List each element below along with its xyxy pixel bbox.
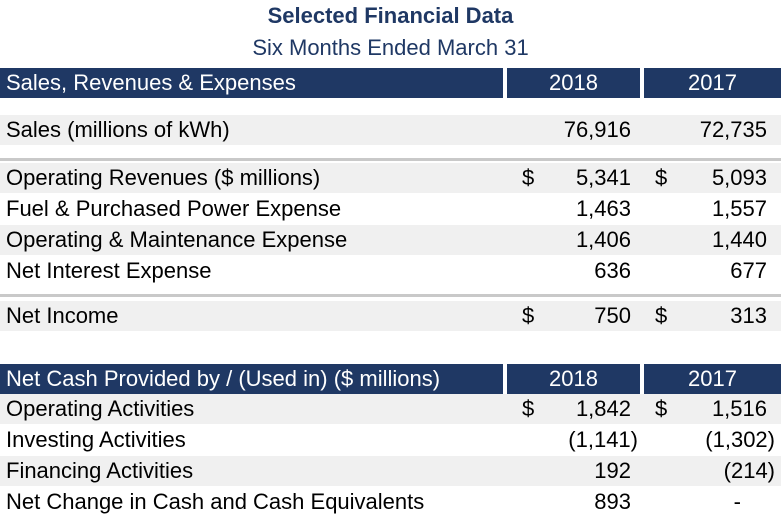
value-2018: 1,406 [575,227,631,252]
value-2017: 677 [730,258,767,283]
row-label: Net Income [6,303,119,328]
table-row: Investing Activities (1,141) (1,302) [0,425,781,455]
table-row: Fuel & Purchased Power Expense 1,463 1,5… [0,194,781,224]
row-label: Operating Activities [6,396,195,421]
value-2018: 750 [594,303,631,328]
header-year-2017: 2017 [644,364,781,394]
value-2018: 5,341 [575,165,631,190]
table-row: Operating Revenues ($ millions) $ 5,341 … [0,163,781,193]
currency-2018: $ [522,303,535,328]
value-2018: 76,916 [563,117,631,142]
header-label: Sales, Revenues & Expenses [0,68,503,98]
value-2018: 1,463 [575,196,631,221]
currency-2018: $ [522,165,535,190]
row-label: Sales (millions of kWh) [6,117,230,142]
row-label: Net Change in Cash and Cash Equivalents [6,489,425,514]
currency-2017: $ [655,303,668,328]
table-row: Operating Activities $ 1,842 $ 1,516 [0,394,781,424]
row-label: Operating & Maintenance Expense [6,227,348,252]
header-year-2018: 2018 [507,364,640,394]
section-header-sales: Sales, Revenues & Expenses 2018 2017 [0,68,781,98]
currency-2017: $ [655,165,668,190]
row-label: Investing Activities [6,427,186,452]
section-header-cash: Net Cash Provided by / (Used in) ($ mill… [0,364,781,394]
table-row: Operating & Maintenance Expense 1,406 1,… [0,225,781,255]
value-2017: 1,516 [711,396,767,421]
table-row: Net Interest Expense 636 677 [0,256,781,286]
value-2017: (214) [723,458,775,483]
value-2017: 313 [730,303,767,328]
header-label: Net Cash Provided by / (Used in) ($ mill… [0,364,503,394]
row-divider [0,294,781,297]
value-2018: 636 [594,258,631,283]
report-subtitle: Six Months Ended March 31 [252,35,529,60]
value-2017: - [733,489,741,514]
value-2017: (1,302) [705,427,775,452]
row-divider [0,158,781,161]
value-2017: 1,440 [711,227,767,252]
value-2018: 192 [594,458,631,483]
table-row: Sales (millions of kWh) 76,916 72,735 [0,115,781,145]
table-row: Net Income $ 750 $ 313 [0,301,781,331]
row-label: Fuel & Purchased Power Expense [6,196,342,221]
row-label: Financing Activities [6,458,194,483]
table-row: Financing Activities 192 (214) [0,456,781,486]
value-2017: 5,093 [711,165,767,190]
value-2017: 1,557 [711,196,767,221]
header-year-2017: 2017 [644,68,781,98]
value-2018: (1,141) [568,427,638,452]
currency-2017: $ [655,396,668,421]
currency-2018: $ [522,396,535,421]
report-title: Selected Financial Data [267,3,514,28]
row-label: Operating Revenues ($ millions) [6,165,321,190]
header-year-2018: 2018 [507,68,640,98]
table-row: Net Change in Cash and Cash Equivalents … [0,487,781,517]
row-label: Net Interest Expense [6,258,212,283]
value-2017: 72,735 [699,117,767,142]
value-2018: 1,842 [575,396,631,421]
value-2018: 893 [594,489,631,514]
